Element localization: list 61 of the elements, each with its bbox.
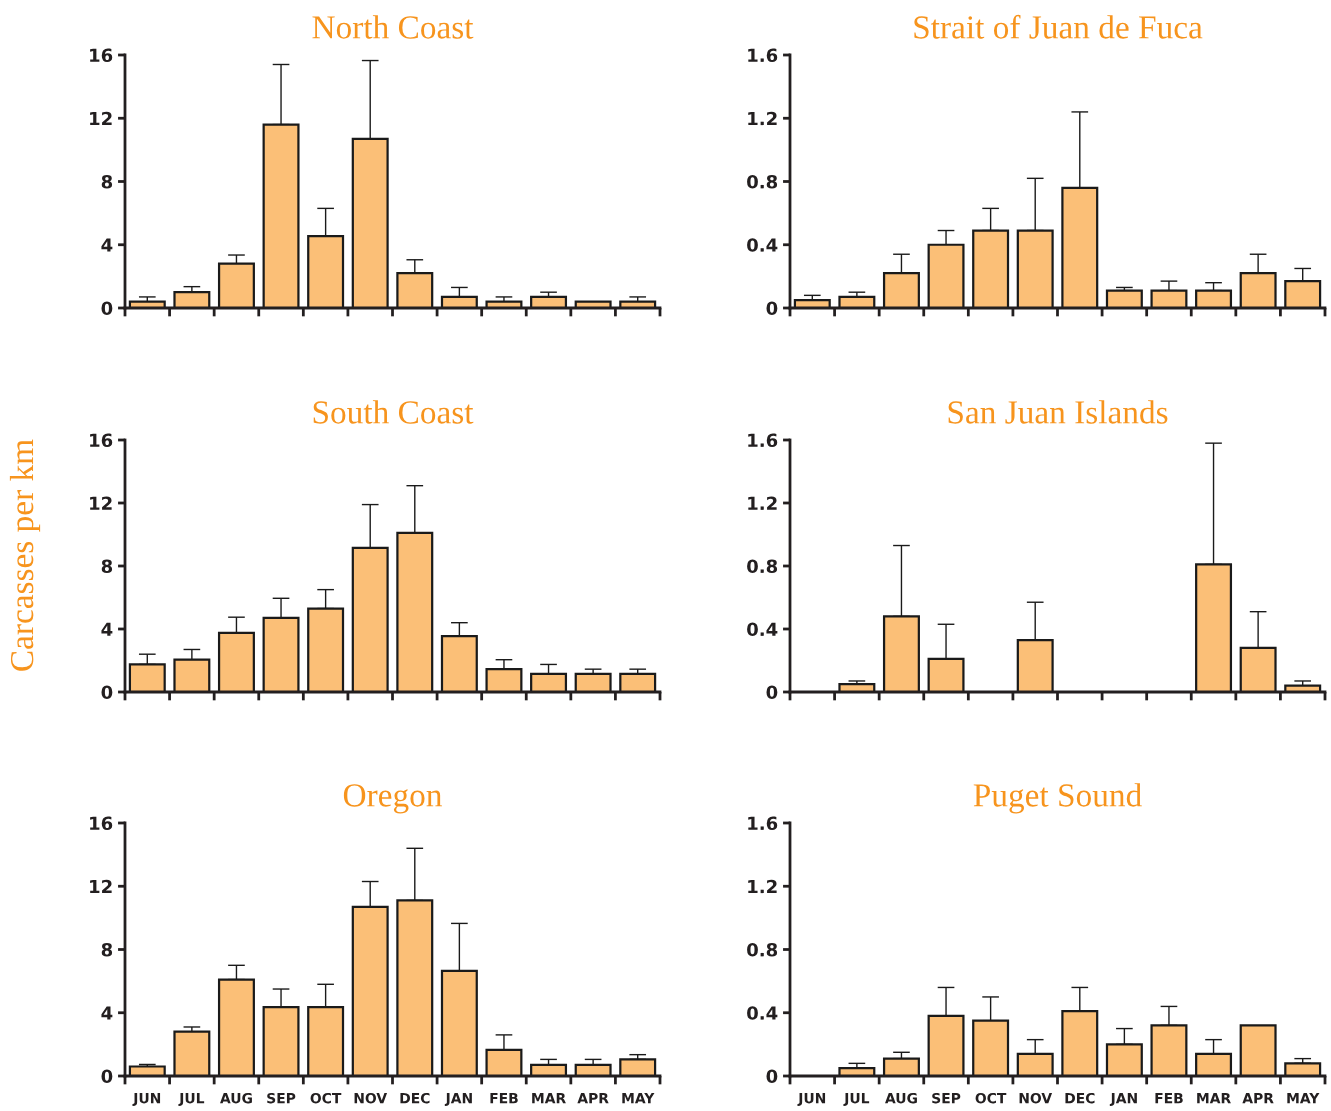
y-tick-label: 0 [766,1069,778,1084]
x-tick-label: APR [577,1093,609,1104]
x-tick-label: NOV [1019,1092,1053,1104]
chart-title: Strait of Juan de Fuca [914,14,1203,39]
x-tick-label: OCT [975,1092,1007,1104]
y-tick-label: 0.4 [747,238,778,252]
y-tick-label: 8 [101,559,113,574]
x-tick-label: SEP [267,1092,296,1104]
chart-title: North Coast [312,15,474,39]
x-tick-label: FEB [1155,1093,1183,1104]
y-tick-label: 16 [90,433,113,448]
x-tick-label: JUN [132,1093,161,1106]
x-tick-label: MAY [622,1093,655,1104]
y-tick-label: 4 [101,1006,113,1020]
y-tick-label: 12 [90,111,112,126]
y-tick-label: 1.2 [748,496,777,510]
y-tick-label: 0 [766,301,778,316]
y-tick-label: 4 [101,622,113,636]
x-tick-label: AUG [885,1092,917,1104]
y-tick-label: 0.4 [747,1006,778,1020]
x-tick-label: FEB [490,1093,518,1104]
y-tick-label: 1.6 [748,48,778,63]
x-tick-label: JUL [843,1093,870,1106]
y-tick-label: 0 [101,685,113,700]
y-tick-label: 0.8 [747,174,778,189]
x-tick-label: JUN [797,1093,826,1106]
x-tick-label: DEC [1065,1092,1095,1104]
y-tick-label: 8 [101,942,113,957]
x-tick-label: SEP [932,1092,961,1104]
x-tick-label: JUL [178,1093,205,1106]
y-axis-title: Carcasses per km [9,439,41,671]
y-tick-label: 0 [101,1069,113,1084]
y-tick-label: 0.8 [747,942,778,957]
y-tick-label: 16 [90,816,113,831]
x-tick-label: MAR [1197,1093,1231,1104]
x-tick-label: APR [1242,1093,1274,1104]
y-tick-label: 1.2 [748,879,777,894]
x-tick-label: DEC [400,1092,430,1104]
y-tick-label: 8 [101,174,113,189]
x-tick-label: JAN [1109,1093,1137,1106]
y-tick-label: 0.4 [747,622,778,637]
y-tick-label: 12 [90,496,112,510]
y-tick-label: 0.8 [747,559,778,574]
chart-title: South Coast [313,400,474,424]
y-tick-label: 16 [90,48,113,63]
y-tick-label: 1.2 [748,111,777,126]
chart-title: Puget Sound [973,783,1142,814]
x-tick-label: OCT [310,1092,342,1104]
y-tick-label: 0 [101,301,113,316]
x-tick-label: NOV [354,1092,388,1104]
x-tick-label: MAY [1287,1093,1320,1104]
y-tick-label: 4 [101,238,113,252]
x-tick-label: JAN [444,1093,472,1106]
y-tick-label: 1.6 [748,433,778,448]
x-tick-label: AUG [220,1092,252,1104]
chart-title: Oregon [343,784,442,814]
y-tick-label: 1.6 [748,816,778,831]
y-tick-label: 12 [90,879,112,894]
y-tick-label: 0 [766,685,778,700]
x-tick-label: MAR [532,1093,566,1104]
chart-title: San Juan Islands [948,400,1168,424]
